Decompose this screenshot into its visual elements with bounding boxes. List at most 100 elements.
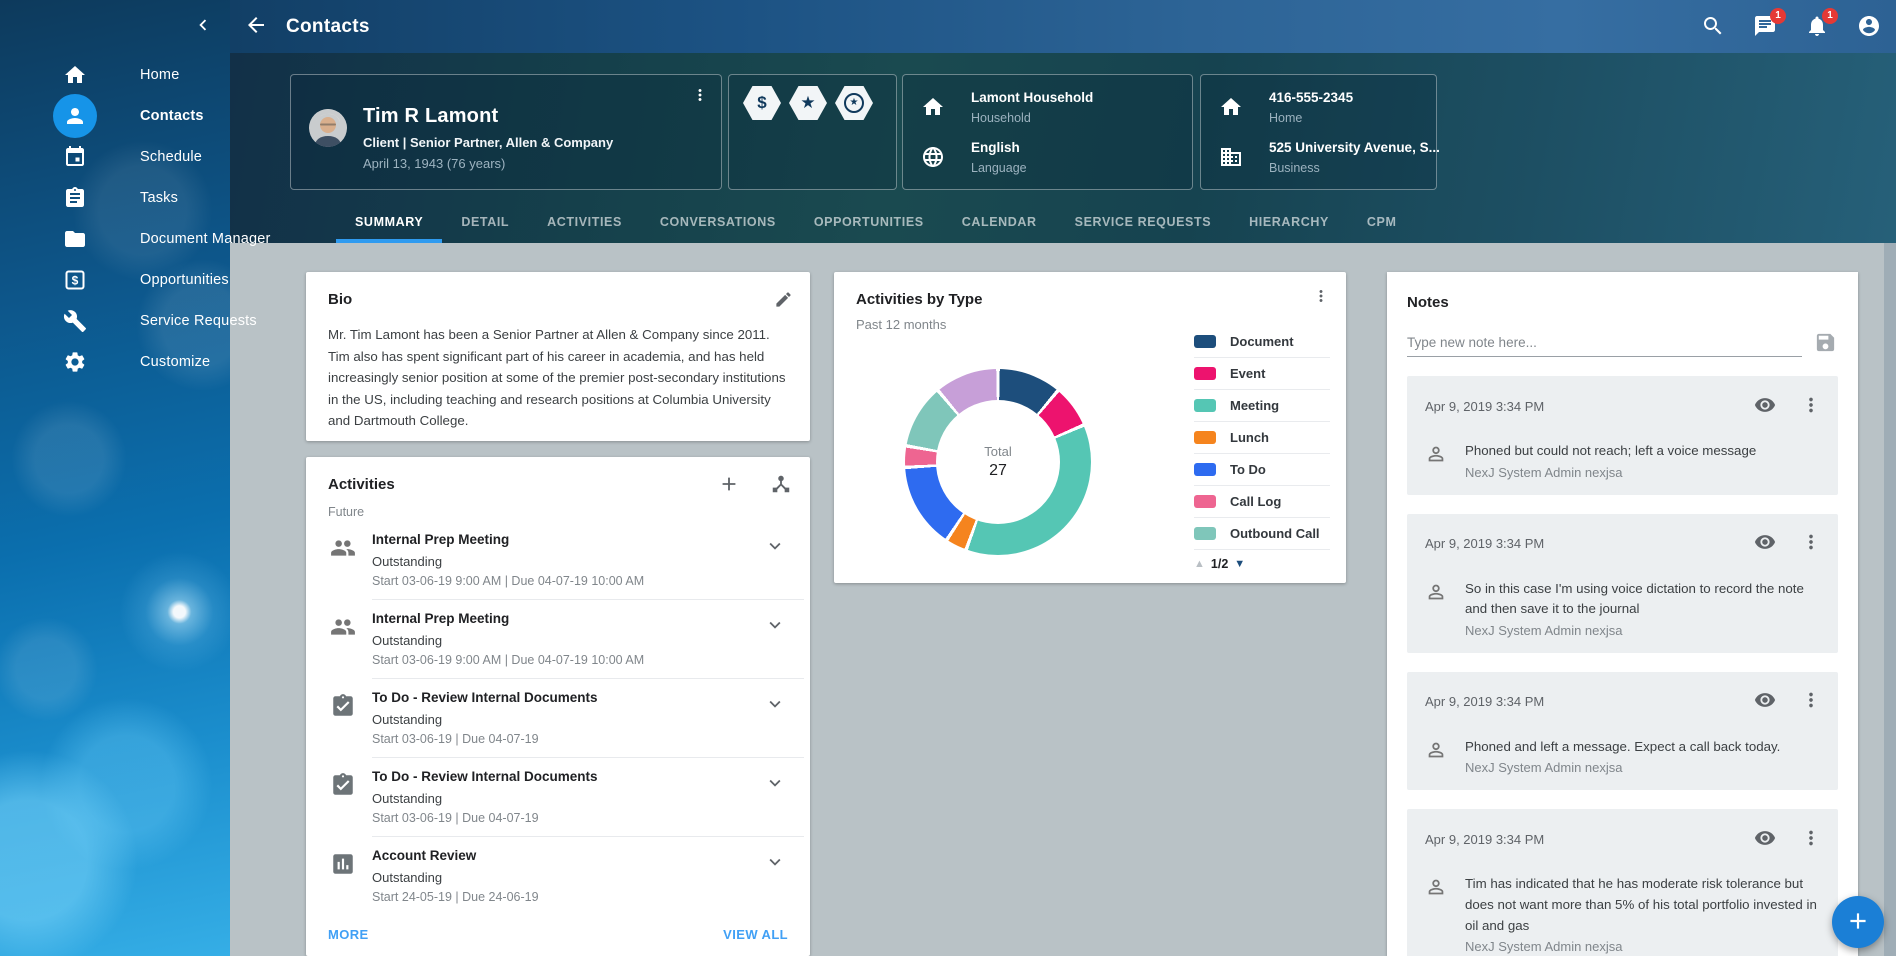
tab-hierarchy[interactable]: HIERARCHY: [1230, 201, 1348, 243]
legend-label: Document: [1230, 334, 1294, 349]
app-header: Contacts 1 1: [230, 0, 1896, 53]
activity-title: Account Review: [372, 848, 762, 863]
activity-row[interactable]: To Do - Review Internal Documents Outsta…: [306, 679, 810, 758]
tab-activities[interactable]: ACTIVITIES: [528, 201, 641, 243]
note-menu-button[interactable]: [1798, 393, 1824, 419]
legend-item[interactable]: Meeting: [1194, 390, 1330, 422]
legend-color-chip: [1194, 431, 1216, 444]
tab-conversations[interactable]: CONVERSATIONS: [641, 201, 795, 243]
note-author: NexJ System Admin nexjsa: [1465, 623, 1824, 638]
chart-menu-button[interactable]: [1308, 284, 1334, 310]
expand-activity-button[interactable]: [762, 534, 788, 560]
phone-row[interactable]: 416-555-2345 Home: [1219, 90, 1418, 125]
legend-item[interactable]: Document: [1194, 326, 1330, 358]
tab-calendar[interactable]: CALENDAR: [943, 201, 1056, 243]
notifications-button[interactable]: 1: [1804, 14, 1830, 40]
expand-activity-button[interactable]: [762, 850, 788, 876]
view-note-button[interactable]: [1752, 531, 1778, 557]
tab-opportunities[interactable]: OPPORTUNITIES: [795, 201, 943, 243]
contact-name: Tim R Lamont: [363, 105, 613, 128]
chat-icon: [1753, 26, 1777, 41]
phone-label: Home: [1269, 111, 1353, 125]
contact-identity: Tim R Lamont Client | Senior Partner, Al…: [363, 105, 613, 171]
chart-title: Activities by Type: [856, 291, 1324, 308]
legend-item[interactable]: Outbound Call: [1194, 518, 1330, 550]
star-hexagon-badge[interactable]: ★: [789, 86, 827, 120]
activity-row[interactable]: Internal Prep Meeting Outstanding Start …: [306, 521, 810, 600]
expand-activity-button[interactable]: [762, 613, 788, 639]
home-icon: [53, 53, 97, 97]
sidebar-item-tasks[interactable]: Tasks: [0, 177, 230, 218]
legend-page-up-icon[interactable]: ▲: [1194, 558, 1205, 570]
tab-summary[interactable]: SUMMARY: [336, 201, 442, 243]
sidebar-item-customize[interactable]: Customize: [0, 341, 230, 382]
account-button[interactable]: [1856, 14, 1882, 40]
new-note-input[interactable]: [1407, 329, 1802, 357]
add-note-fab[interactable]: [1832, 896, 1884, 948]
sidebar-item-schedule[interactable]: Schedule: [0, 136, 230, 177]
legend-page-down-icon[interactable]: ▼: [1234, 558, 1245, 570]
dollar-hexagon-badge[interactable]: $: [743, 86, 781, 120]
activity-row[interactable]: Account Review Outstanding Start 24-05-1…: [306, 837, 810, 915]
more-button[interactable]: MORE: [328, 927, 369, 942]
bar-chart-icon: [330, 837, 372, 915]
save-note-button[interactable]: [1812, 331, 1838, 357]
notifications-badge: 1: [1822, 8, 1838, 24]
tab-detail[interactable]: DETAIL: [442, 201, 528, 243]
sidebar-item-home[interactable]: Home: [0, 54, 230, 95]
hierarchy-view-button[interactable]: [768, 472, 794, 498]
note-text: So in this case I'm using voice dictatio…: [1465, 579, 1824, 620]
view-note-button[interactable]: [1752, 393, 1778, 419]
legend-item[interactable]: Call Log: [1194, 486, 1330, 518]
sidebar-item-service-requests[interactable]: Service Requests: [0, 300, 230, 341]
sidebar-collapse-button[interactable]: [190, 13, 216, 39]
task-check-icon: [330, 758, 372, 837]
add-activity-button[interactable]: [716, 472, 742, 498]
eye-icon: [1754, 837, 1776, 852]
view-all-button[interactable]: VIEW ALL: [723, 927, 788, 942]
legend-item[interactable]: Event: [1194, 358, 1330, 390]
sidebar-item-document-manager[interactable]: Document Manager: [0, 218, 230, 259]
eye-icon: [1754, 404, 1776, 419]
language-row[interactable]: English Language: [921, 140, 1174, 175]
legend-pager: ▲ 1/2 ▼: [1194, 557, 1330, 571]
sidebar-item-opportunities[interactable]: $ Opportunities: [0, 259, 230, 300]
back-button[interactable]: [240, 11, 272, 43]
search-button[interactable]: [1700, 14, 1726, 40]
vertical-scrollbar[interactable]: [1884, 243, 1896, 956]
chat-button[interactable]: 1: [1752, 14, 1778, 40]
note-card: Apr 9, 2019 3:34 PM Phoned and left a me…: [1407, 672, 1838, 791]
sidebar-item-contacts[interactable]: Contacts: [0, 95, 230, 136]
legend-item[interactable]: Lunch: [1194, 422, 1330, 454]
activity-row[interactable]: To Do - Review Internal Documents Outsta…: [306, 758, 810, 837]
note-menu-button[interactable]: [1798, 531, 1824, 557]
activity-row[interactable]: Internal Prep Meeting Outstanding Start …: [306, 600, 810, 679]
tab-cpm[interactable]: CPM: [1348, 201, 1416, 243]
star-circle-hexagon-badge[interactable]: ★: [835, 86, 873, 120]
legend-color-chip: [1194, 527, 1216, 540]
kebab-icon: [1800, 837, 1822, 852]
legend-label: To Do: [1230, 462, 1266, 477]
tab-service-requests[interactable]: SERVICE REQUESTS: [1056, 201, 1231, 243]
view-note-button[interactable]: [1752, 826, 1778, 852]
note-menu-button[interactable]: [1798, 689, 1824, 715]
note-author: NexJ System Admin nexjsa: [1465, 760, 1780, 775]
page-title: Contacts: [286, 16, 370, 38]
edit-bio-button[interactable]: [770, 288, 796, 314]
household-row[interactable]: Lamont Household Household: [921, 90, 1174, 125]
contact-avatar[interactable]: [309, 109, 347, 147]
legend-item[interactable]: To Do: [1194, 454, 1330, 486]
contact-menu-button[interactable]: [687, 83, 713, 109]
note-menu-button[interactable]: [1798, 826, 1824, 852]
calendar-icon: [53, 135, 97, 179]
note-date: Apr 9, 2019 3:34 PM: [1425, 536, 1544, 551]
address-row[interactable]: 525 University Avenue, S... Business: [1219, 140, 1418, 175]
expand-activity-button[interactable]: [762, 771, 788, 797]
sidebar-item-label: Home: [140, 67, 179, 83]
view-note-button[interactable]: [1752, 689, 1778, 715]
note-card: Apr 9, 2019 3:34 PM Tim has indicated th…: [1407, 809, 1838, 956]
star-circle-icon: ★: [844, 93, 864, 113]
expand-activity-button[interactable]: [762, 692, 788, 718]
household-label: Household: [971, 111, 1093, 125]
chevron-down-icon: [764, 861, 786, 876]
